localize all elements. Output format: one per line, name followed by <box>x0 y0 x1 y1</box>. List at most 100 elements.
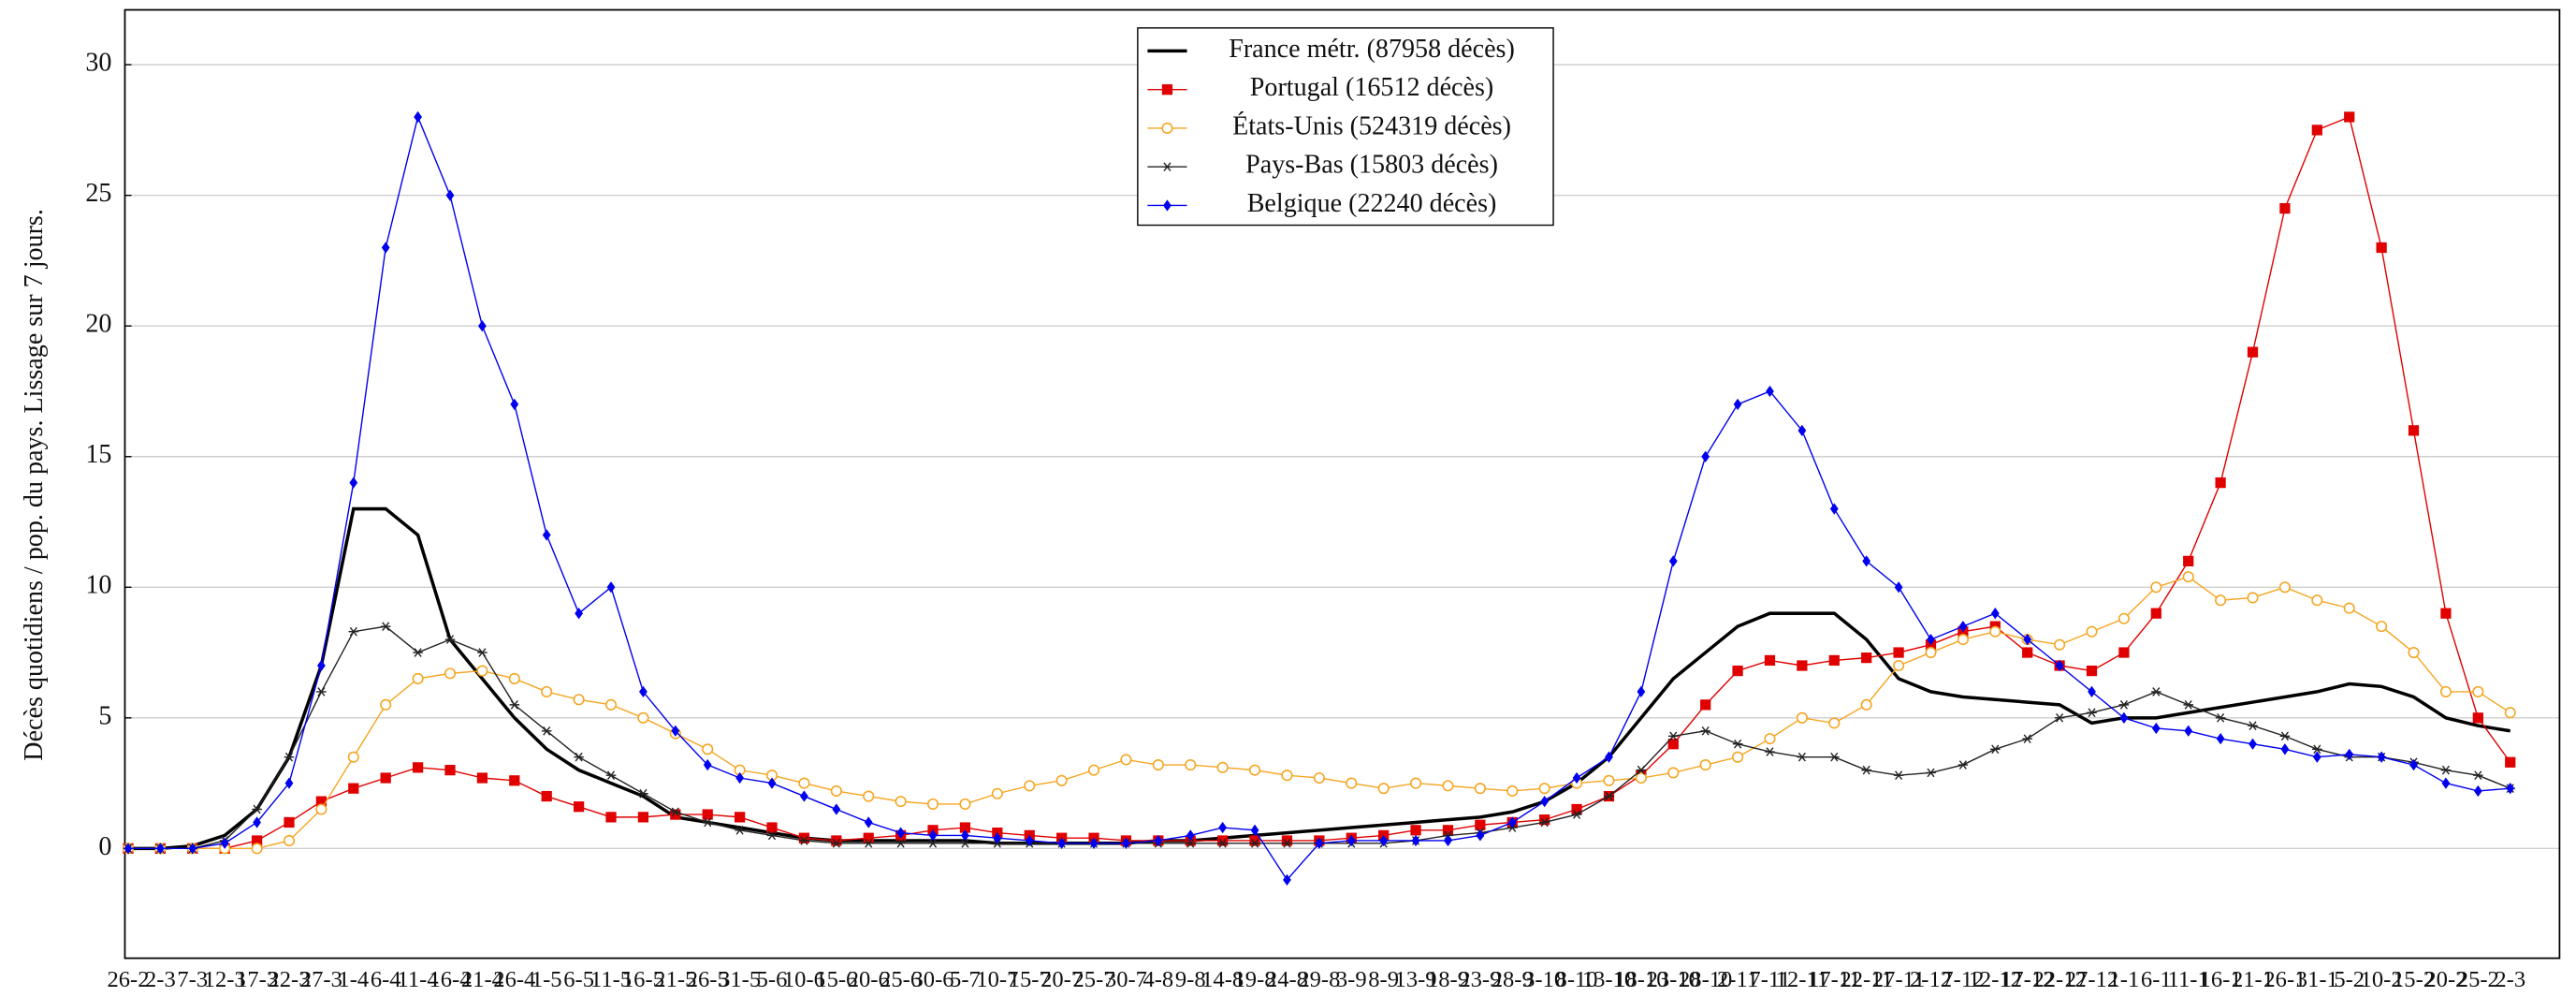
x-tick-label: 22-11 <box>1840 967 1892 992</box>
marker <box>124 843 133 855</box>
marker <box>959 822 971 833</box>
marker <box>1860 698 1872 711</box>
marker <box>2439 685 2452 697</box>
marker <box>220 837 229 849</box>
x-tick-label: 31-1 <box>2296 967 2338 992</box>
x-tick-label: 15-2 <box>2393 967 2435 992</box>
y-tick-label: 5 <box>98 701 111 730</box>
marker <box>670 809 681 820</box>
marker <box>381 242 390 254</box>
marker <box>253 816 261 828</box>
marker <box>509 775 520 786</box>
marker <box>895 796 907 808</box>
marker <box>1507 816 1517 828</box>
marker <box>2086 625 2098 638</box>
marker <box>541 726 552 736</box>
marker <box>1829 752 1840 762</box>
x-tick-label: 7-12 <box>1942 967 1984 992</box>
x-tick-label: 27-12 <box>2065 967 2118 992</box>
marker <box>926 798 939 810</box>
marker <box>348 626 359 637</box>
marker <box>2054 712 2065 723</box>
marker <box>798 832 810 843</box>
marker <box>1281 770 1293 782</box>
marker <box>380 698 392 711</box>
marker <box>1958 620 1968 633</box>
x-tick-label: 17-3 <box>236 967 278 992</box>
plot-frame <box>124 8 2561 960</box>
marker <box>1828 717 1841 729</box>
marker <box>1765 747 1775 756</box>
marker <box>380 772 391 784</box>
marker <box>671 725 680 737</box>
series <box>127 506 2511 851</box>
marker <box>605 812 617 823</box>
marker <box>1700 726 1710 736</box>
marker <box>735 825 745 835</box>
x-tick-label: 1-5 <box>531 967 562 992</box>
x-tick-label: 30-7 <box>1105 967 1147 992</box>
x-tick-label: 5-7 <box>950 967 981 992</box>
x-tick-label: 23-9 <box>1459 967 1501 992</box>
marker <box>444 765 456 776</box>
x-tick-label: 5-2 <box>2334 967 2365 992</box>
marker <box>863 838 874 848</box>
marker <box>477 648 488 657</box>
marker <box>895 838 906 848</box>
marker <box>1732 751 1744 763</box>
marker <box>315 796 327 807</box>
marker <box>2216 733 2225 745</box>
x-tick-label: 27-3 <box>300 967 342 992</box>
marker <box>1893 659 1905 672</box>
marker <box>1700 699 1711 711</box>
marker <box>2312 744 2322 755</box>
marker <box>2504 707 2516 719</box>
x-tick-label: 25-7 <box>1073 967 1115 992</box>
marker <box>2086 665 2098 677</box>
x-tick-label: 16-5 <box>622 967 664 992</box>
marker <box>1283 873 1291 886</box>
x-tick-label: 28-9 <box>1492 967 1534 992</box>
marker <box>637 711 649 724</box>
x-tick-label: 8-10 <box>1556 967 1598 992</box>
marker <box>1442 825 1454 836</box>
legend-label: France métr. (87958 décès) <box>1229 35 1515 64</box>
x-tick-label: 19-8 <box>1234 967 1276 992</box>
marker <box>1893 647 1904 658</box>
marker <box>1893 770 1904 781</box>
marker <box>2184 725 2193 737</box>
marker <box>1282 838 1292 848</box>
x-tick-label: 21-5 <box>654 967 696 992</box>
marker <box>1218 821 1228 834</box>
marker <box>1379 834 1389 847</box>
marker <box>2311 594 2323 607</box>
marker <box>863 832 874 843</box>
marker <box>637 812 649 823</box>
x-tick-label: 11-4 <box>398 967 439 992</box>
marker <box>1249 835 1260 846</box>
marker <box>1957 760 1969 770</box>
x-tick-label: 21-4 <box>461 967 503 992</box>
marker <box>832 803 841 815</box>
x-tick-label: 8-9 <box>1368 967 1399 992</box>
marker <box>380 622 391 631</box>
marker <box>2376 621 2388 633</box>
marker <box>412 762 424 773</box>
marker <box>413 648 423 657</box>
marker <box>444 635 456 644</box>
marker <box>831 835 842 846</box>
marker <box>316 687 327 696</box>
marker <box>1163 199 1172 212</box>
marker <box>252 804 262 814</box>
marker <box>2472 685 2484 697</box>
legend: France métr. (87958 décès) Portugal (1651… <box>1137 27 1554 227</box>
marker <box>315 803 327 815</box>
marker <box>1217 838 1228 848</box>
marker <box>1604 791 1614 801</box>
marker <box>2408 425 2420 436</box>
marker <box>414 110 422 124</box>
x-tick-label: 26-4 <box>493 967 535 992</box>
marker <box>799 836 809 845</box>
x-tick-label: 5-6 <box>757 967 788 992</box>
